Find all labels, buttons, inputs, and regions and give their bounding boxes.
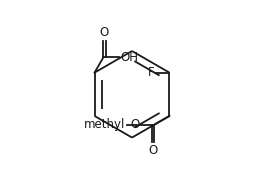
Text: OH: OH bbox=[120, 51, 138, 64]
Text: O: O bbox=[130, 118, 139, 131]
Text: O: O bbox=[100, 26, 109, 39]
Text: F: F bbox=[148, 66, 155, 79]
Text: O: O bbox=[148, 144, 158, 157]
Text: methyl: methyl bbox=[84, 118, 126, 131]
